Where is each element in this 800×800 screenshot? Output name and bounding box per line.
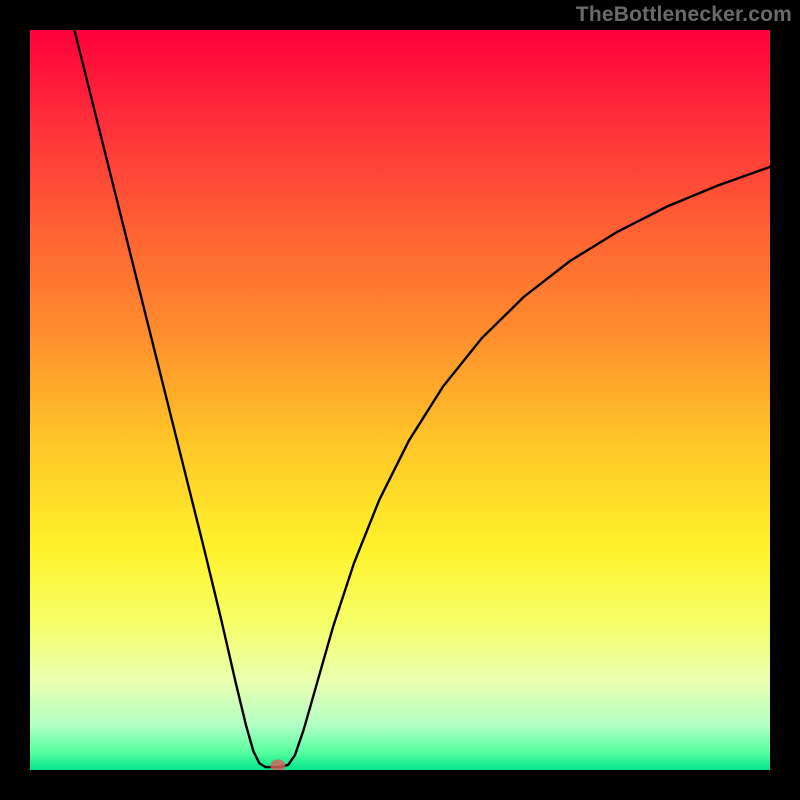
bottleneck-curve (74, 30, 770, 767)
plot-area (30, 30, 770, 770)
watermark-text: TheBottlenecker.com (576, 3, 792, 27)
chart-svg (30, 30, 770, 770)
minimum-marker (270, 759, 285, 770)
chart-frame (0, 0, 800, 800)
